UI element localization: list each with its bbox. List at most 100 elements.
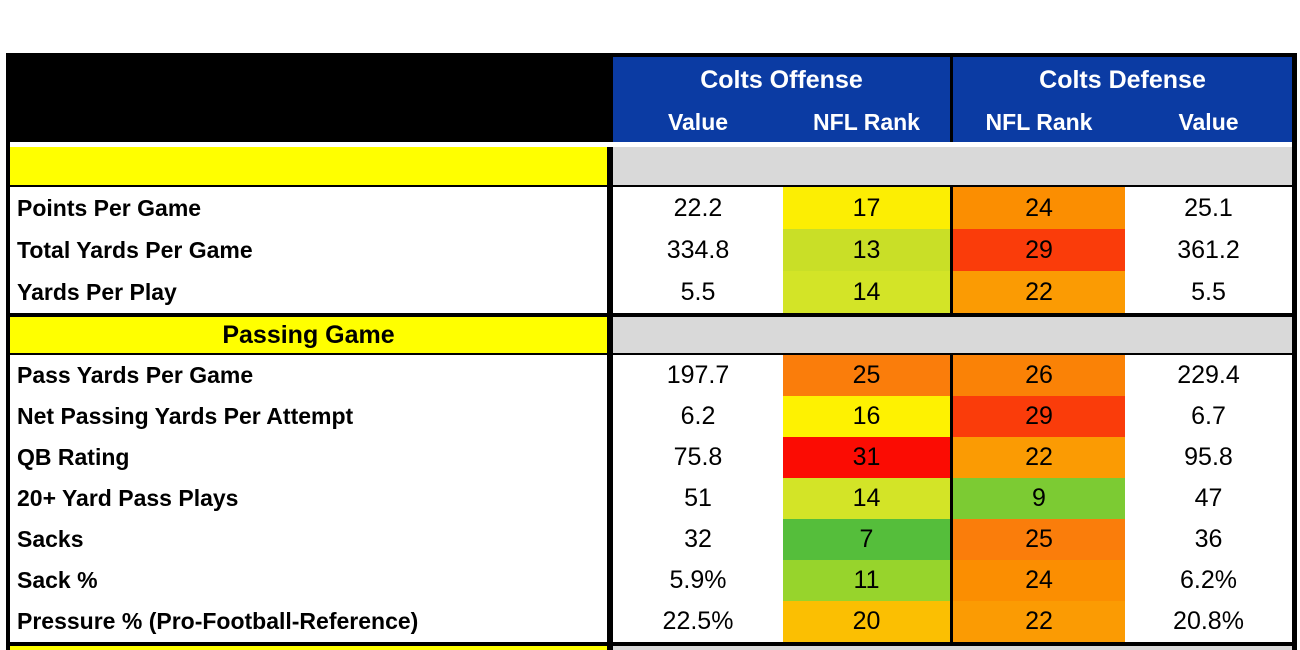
offense-group-header: Colts Offense <box>613 57 950 103</box>
defense-rank-cell: 22 <box>953 601 1125 642</box>
offense-rank-cell: 17 <box>783 187 950 229</box>
offense-value-cell: 6.2 <box>613 396 783 437</box>
offense-value-cell: 22.2 <box>613 187 783 229</box>
defense-group-header: Colts Defense <box>953 57 1292 103</box>
mid-divider <box>950 187 953 229</box>
table-row: QB Rating 75.8 31 22 95.8 <box>10 437 1292 478</box>
row-label: Pass Yards Per Game <box>10 355 607 396</box>
offense-rank-cell: 20 <box>783 601 950 642</box>
label-column-divider <box>607 396 613 437</box>
header-separator <box>10 142 1292 147</box>
mid-divider <box>950 560 953 601</box>
mid-divider <box>950 229 953 271</box>
offense-rank-cell: 16 <box>783 396 950 437</box>
corner-black-block <box>10 103 607 142</box>
label-column-divider <box>607 103 613 142</box>
offense-value-cell: 32 <box>613 519 783 560</box>
defense-rank-cell: 24 <box>953 187 1125 229</box>
offense-rank-cell: 11 <box>783 560 950 601</box>
defense-value-cell: 36 <box>1125 519 1292 560</box>
row-label: Total Yards Per Game <box>10 229 607 271</box>
label-column-divider <box>607 355 613 396</box>
offense-value-cell: 51 <box>613 478 783 519</box>
section-header-row <box>10 642 1292 650</box>
table-row: Points Per Game 22.2 17 24 25.1 <box>10 187 1292 229</box>
table-row: Sacks 32 7 25 36 <box>10 519 1292 560</box>
colts-stats-table: Colts Offense Colts Defense Value NFL Ra… <box>6 53 1297 650</box>
row-label: Net Passing Yards Per Attempt <box>10 396 607 437</box>
defense-value-cell: 47 <box>1125 478 1292 519</box>
mid-divider <box>950 271 953 313</box>
offense-rank-cell: 7 <box>783 519 950 560</box>
offense-value-cell: 22.5% <box>613 601 783 642</box>
mid-divider <box>950 601 953 642</box>
label-column-divider <box>607 519 613 560</box>
table-row: Sack % 5.9% 11 24 6.2% <box>10 560 1292 601</box>
table-row: Total Yards Per Game 334.8 13 29 361.2 <box>10 229 1292 271</box>
defense-rank-col-header: NFL Rank <box>953 103 1125 142</box>
mid-divider <box>950 355 953 396</box>
corner-black-block <box>10 57 607 103</box>
label-column-divider <box>607 271 613 313</box>
label-column-divider <box>607 478 613 519</box>
offense-rank-col-header: NFL Rank <box>783 103 950 142</box>
defense-value-cell: 6.7 <box>1125 396 1292 437</box>
table-row: Net Passing Yards Per Attempt 6.2 16 29 6.7 <box>10 396 1292 437</box>
defense-rank-cell: 29 <box>953 229 1125 271</box>
defense-value-cell: 20.8% <box>1125 601 1292 642</box>
table-row: Pass Yards Per Game 197.7 25 26 229.4 <box>10 355 1292 396</box>
offense-value-cell: 334.8 <box>613 229 783 271</box>
table-row: 20+ Yard Pass Plays 51 14 9 47 <box>10 478 1292 519</box>
defense-value-col-header: Value <box>1125 103 1292 142</box>
defense-value-cell: 25.1 <box>1125 187 1292 229</box>
header-title-row: Colts Offense Colts Defense <box>10 57 1292 103</box>
section-body-strip <box>613 646 1292 650</box>
mid-divider <box>950 103 953 142</box>
label-column-divider <box>607 187 613 229</box>
offense-rank-cell: 14 <box>783 271 950 313</box>
offense-value-cell: 5.5 <box>613 271 783 313</box>
label-column-divider <box>607 229 613 271</box>
defense-value-cell: 5.5 <box>1125 271 1292 313</box>
label-column-divider <box>607 317 613 353</box>
offense-value-cell: 75.8 <box>613 437 783 478</box>
row-label: Sacks <box>10 519 607 560</box>
table-row: Yards Per Play 5.5 14 22 5.5 <box>10 271 1292 313</box>
defense-value-cell: 95.8 <box>1125 437 1292 478</box>
label-column-divider <box>607 560 613 601</box>
table-row: Pressure % (Pro-Football-Reference) 22.5%… <box>10 601 1292 642</box>
row-label: Pressure % (Pro-Football-Reference) <box>10 601 607 642</box>
row-label: QB Rating <box>10 437 607 478</box>
defense-rank-cell: 22 <box>953 437 1125 478</box>
section-title <box>10 147 607 185</box>
section-header-row <box>10 147 1292 187</box>
offense-rank-cell: 14 <box>783 478 950 519</box>
defense-rank-cell: 22 <box>953 271 1125 313</box>
offense-rank-cell: 13 <box>783 229 950 271</box>
section-body-strip <box>613 147 1292 185</box>
mid-divider <box>950 57 953 103</box>
label-column-divider <box>607 147 613 185</box>
label-column-divider <box>607 601 613 642</box>
offense-rank-cell: 25 <box>783 355 950 396</box>
defense-value-cell: 361.2 <box>1125 229 1292 271</box>
mid-divider <box>950 478 953 519</box>
section-title <box>10 646 607 650</box>
defense-rank-cell: 24 <box>953 560 1125 601</box>
header-sub-row: Value NFL Rank NFL Rank Value <box>10 103 1292 142</box>
defense-rank-cell: 29 <box>953 396 1125 437</box>
mid-divider <box>950 396 953 437</box>
row-label: Yards Per Play <box>10 271 607 313</box>
section-header-row: Passing Game <box>10 313 1292 355</box>
mid-divider <box>950 519 953 560</box>
table-body: Points Per Game 22.2 17 24 25.1 Total Yards P… <box>10 147 1292 650</box>
label-column-divider <box>607 57 613 103</box>
mid-divider <box>950 437 953 478</box>
defense-rank-cell: 25 <box>953 519 1125 560</box>
label-column-divider <box>607 646 613 650</box>
defense-rank-cell: 9 <box>953 478 1125 519</box>
defense-value-cell: 6.2% <box>1125 560 1292 601</box>
offense-value-col-header: Value <box>613 103 783 142</box>
offense-value-cell: 5.9% <box>613 560 783 601</box>
